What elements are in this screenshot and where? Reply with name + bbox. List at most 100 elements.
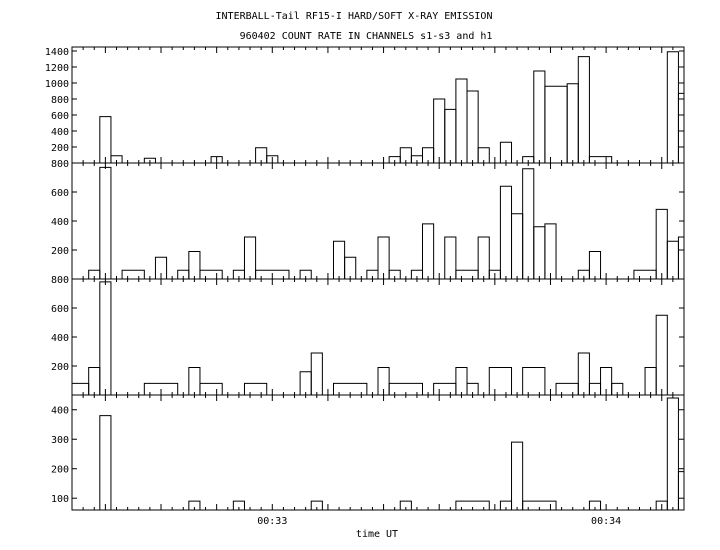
- x-axis-label: time UT: [356, 529, 398, 540]
- histogram-bar: [455, 269, 479, 279]
- histogram-bar: [477, 147, 490, 163]
- histogram-bar: [377, 236, 390, 279]
- histogram-bar: [577, 352, 590, 395]
- y-tick-label: 800: [51, 275, 69, 286]
- histogram-bar: [499, 185, 513, 279]
- histogram-bar: [544, 85, 568, 163]
- y-tick-label: 400: [51, 217, 69, 228]
- histogram-bar: [466, 90, 479, 163]
- histogram-bar: [188, 366, 201, 395]
- histogram-bar: [332, 382, 368, 395]
- histogram-bar: [588, 500, 602, 510]
- histogram-bar: [488, 366, 513, 395]
- histogram-bar: [677, 471, 685, 510]
- histogram-bar: [422, 223, 435, 279]
- histogram-bar: [455, 366, 468, 395]
- histogram-bar: [99, 116, 112, 163]
- y-tick-label: 1000: [45, 79, 69, 90]
- histogram-bar: [188, 500, 201, 510]
- histogram-bar: [533, 226, 546, 279]
- y-tick-label: 400: [51, 127, 69, 138]
- histogram-bar: [600, 366, 613, 395]
- histogram-bar: [677, 236, 685, 279]
- histogram-bar: [511, 213, 524, 279]
- chart-title: INTERBALL-Tail RF15-I HARD/SOFT X-RAY EM…: [216, 11, 493, 22]
- histogram-bar: [199, 269, 223, 279]
- y-tick-label: 200: [51, 143, 69, 154]
- panel-4-frame: [71, 394, 685, 511]
- y-tick-label: 800: [51, 159, 69, 170]
- chart-panels: 200 400 600 800 1000 1200 1400 200 400 600 800 200 4…: [45, 46, 685, 527]
- y-tick-label: 1200: [45, 63, 69, 74]
- histogram-bar: [99, 281, 112, 395]
- histogram-bar: [522, 168, 535, 279]
- y-tick-label: 600: [51, 188, 69, 199]
- histogram-bar: [344, 256, 357, 279]
- histogram-bar: [444, 236, 457, 279]
- histogram-bar: [644, 366, 657, 395]
- histogram-bar: [243, 382, 268, 395]
- y-tick-label: 100: [51, 494, 69, 505]
- histogram-bar: [266, 155, 279, 163]
- histogram-bar: [544, 223, 557, 279]
- histogram-bar: [455, 78, 468, 163]
- y-tick-label: 400: [51, 333, 69, 344]
- histogram-bar: [243, 236, 257, 279]
- histogram-bar: [588, 250, 602, 279]
- histogram-bar: [433, 98, 446, 163]
- histogram-bar: [588, 156, 613, 163]
- y-tick-label: 200: [51, 246, 69, 257]
- x-tick-label: 00:33: [257, 516, 287, 527]
- histogram-bar: [522, 500, 557, 510]
- y-tick-label: 200: [51, 465, 69, 476]
- y-tick-label: 300: [51, 435, 69, 446]
- chart-subtitle: 960402 COUNT RATE IN CHANNELS s1-s3 and …: [240, 31, 493, 42]
- histogram-bar: [255, 269, 290, 279]
- histogram-bar: [444, 108, 457, 163]
- y-tick-label: 400: [51, 406, 69, 417]
- histogram-bar: [433, 382, 457, 395]
- histogram-bar: [522, 366, 546, 395]
- histogram-bar: [299, 371, 312, 395]
- histogram-bar: [499, 141, 513, 163]
- histogram-bar: [566, 83, 579, 163]
- x-tick-label: 00:34: [591, 516, 621, 527]
- histogram-bar: [477, 236, 490, 279]
- histogram-bar: [666, 240, 679, 279]
- y-tick-label: 800: [51, 95, 69, 106]
- y-tick-label: 600: [51, 111, 69, 122]
- histogram-bar: [110, 155, 123, 163]
- histogram-bar: [154, 256, 168, 279]
- histogram-bar: [666, 51, 679, 163]
- histogram-bar: [388, 382, 424, 395]
- histogram-bar: [332, 240, 346, 279]
- histogram-bar: [577, 56, 590, 163]
- histogram-bar: [188, 250, 201, 279]
- histogram-bar: [299, 269, 312, 279]
- histogram-bar: [655, 314, 668, 395]
- y-tick-label: 1400: [45, 47, 69, 58]
- histogram-bar: [310, 352, 323, 395]
- histogram-bar: [533, 70, 546, 163]
- panel-1-frame: [71, 46, 685, 164]
- histogram-bar: [143, 157, 156, 163]
- histogram-bar: [455, 500, 490, 510]
- histogram-bar: [677, 92, 685, 163]
- histogram-bar: [121, 269, 145, 279]
- histogram-bar: [199, 382, 223, 395]
- histogram-bar: [611, 382, 624, 395]
- histogram-bar: [232, 500, 245, 510]
- histogram-bar: [71, 382, 90, 395]
- histogram-bar: [555, 382, 579, 395]
- histogram-bar: [99, 415, 112, 510]
- y-tick-label: 200: [51, 362, 69, 373]
- histogram-bar: [143, 382, 179, 395]
- histogram-bar: [388, 269, 401, 279]
- histogram-bar: [466, 382, 479, 395]
- histogram-bar: [511, 441, 524, 510]
- histogram-bar: [310, 500, 323, 510]
- histogram-bar: [377, 366, 390, 395]
- histogram-bar: [655, 208, 668, 279]
- histogram-bar: [633, 269, 657, 279]
